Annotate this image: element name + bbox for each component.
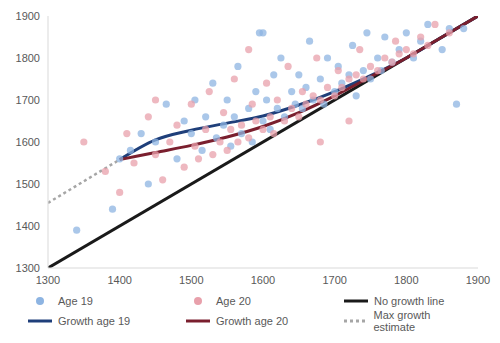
svg-text:1500: 1500	[16, 178, 40, 190]
svg-text:1600: 1600	[251, 274, 275, 286]
svg-text:1900: 1900	[466, 274, 490, 286]
svg-text:1600: 1600	[16, 136, 40, 148]
svg-text:1800: 1800	[394, 274, 418, 286]
svg-text:1800: 1800	[16, 52, 40, 64]
svg-text:1700: 1700	[16, 94, 40, 106]
html-text:Age 19: Age 19	[58, 295, 93, 307]
svg-text:1500: 1500	[179, 274, 203, 286]
html-text:No growth line: No growth line	[374, 295, 445, 307]
svg-text:1300: 1300	[36, 274, 60, 286]
html-text:Growth age 20: Growth age 20	[216, 315, 289, 327]
html-text:Growth age 19: Growth age 19	[58, 315, 131, 327]
html-text:Age 20: Age 20	[216, 295, 251, 307]
html-text:Max growth estimate: Max growth estimate	[373, 309, 431, 333]
svg-text:1700: 1700	[322, 274, 346, 286]
svg-text:1400: 1400	[16, 220, 40, 232]
svg-text:1900: 1900	[16, 10, 40, 22]
svg-text:1300: 1300	[16, 262, 40, 274]
svg-text:1400: 1400	[107, 274, 131, 286]
